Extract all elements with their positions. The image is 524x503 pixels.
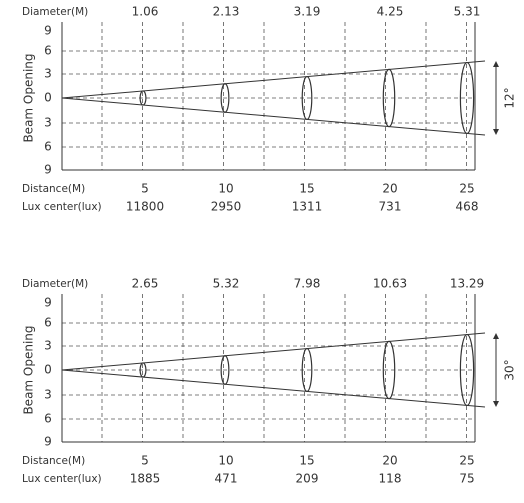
- lux-value: 2950: [211, 200, 242, 214]
- beam-section: [459, 333, 475, 407]
- diameter-label: Diameter(M): [22, 278, 88, 290]
- diameter-value: 7.98: [294, 277, 321, 291]
- beam-edge: [61, 60, 486, 99]
- distance-value: 25: [459, 182, 474, 196]
- beam-edge: [61, 97, 486, 136]
- y-tick-label: 6: [44, 44, 52, 58]
- distance-value: 25: [459, 454, 474, 468]
- diameter-value: 2.13: [213, 5, 240, 19]
- angle-label: 30°: [503, 359, 517, 380]
- diameter-value: 3.19: [294, 5, 321, 19]
- diameter-value: 5.31: [454, 5, 481, 19]
- diameter-label: Diameter(M): [22, 6, 88, 18]
- diameter-value: 4.25: [377, 5, 404, 19]
- y-tick-label: 9: [44, 296, 52, 310]
- lux-value: 118: [379, 472, 402, 486]
- beam-section: [139, 90, 147, 106]
- lux-value: 11800: [126, 200, 164, 214]
- lux-value: 209: [296, 472, 319, 486]
- y-tick-label: 0: [44, 91, 52, 105]
- y-tick-label: 0: [44, 363, 52, 377]
- beam-section: [459, 61, 475, 135]
- distance-value: 15: [299, 454, 314, 468]
- diameter-value: 1.06: [132, 5, 159, 19]
- y-tick-label: 3: [44, 116, 52, 130]
- distance-label: Distance(M): [22, 455, 85, 467]
- angle-label: 12°: [503, 87, 517, 108]
- beam-edge: [61, 332, 486, 371]
- y-tick-label: 3: [44, 339, 52, 353]
- distance-value: 20: [382, 454, 397, 468]
- y-tick-label: 9: [44, 24, 52, 38]
- distance-value: 5: [141, 182, 149, 196]
- lux-value: 471: [215, 472, 238, 486]
- distance-label: Distance(M): [22, 183, 85, 195]
- diameter-value: 13.29: [450, 277, 484, 291]
- y-tick-label: 6: [44, 412, 52, 426]
- y-tick-label: 9: [44, 163, 52, 177]
- distance-value: 10: [218, 454, 233, 468]
- lux-value: 1885: [130, 472, 161, 486]
- beam-section: [301, 75, 313, 121]
- beam-section: [301, 347, 313, 393]
- distance-value: 20: [382, 182, 397, 196]
- lux-value: 731: [379, 200, 402, 214]
- distance-value: 15: [299, 182, 314, 196]
- y-axis-label: Beam Opening: [22, 325, 36, 414]
- beam-section: [382, 340, 396, 400]
- beam-section: [220, 83, 230, 113]
- y-axis-label: Beam Opening: [22, 53, 36, 142]
- lux-value: 1311: [292, 200, 323, 214]
- diameter-value: 10.63: [373, 277, 407, 291]
- lux-value: 468: [456, 200, 479, 214]
- lux-value: 75: [459, 472, 474, 486]
- y-tick-label: 9: [44, 435, 52, 449]
- beam-edge: [61, 369, 486, 408]
- y-tick-label: 3: [44, 388, 52, 402]
- beam-section: [139, 362, 147, 378]
- beam-section: [220, 355, 230, 385]
- y-tick-label: 6: [44, 140, 52, 154]
- y-tick-label: 6: [44, 316, 52, 330]
- y-tick-label: 3: [44, 67, 52, 81]
- diameter-value: 2.65: [132, 277, 159, 291]
- distance-value: 5: [141, 454, 149, 468]
- diameter-value: 5.32: [213, 277, 240, 291]
- lux-label: Lux center(lux): [22, 201, 102, 213]
- lux-label: Lux center(lux): [22, 473, 102, 485]
- beam-section: [382, 68, 396, 128]
- distance-value: 10: [218, 182, 233, 196]
